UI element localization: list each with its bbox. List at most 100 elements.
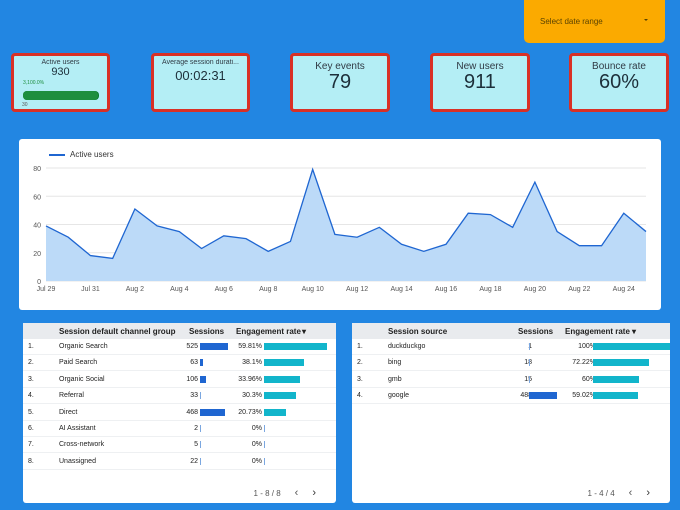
chevron-left-icon[interactable]: ‹: [294, 487, 299, 499]
table-row[interactable]: 4. Referral 33 30.3%: [23, 388, 336, 405]
sessions-bar: [200, 441, 201, 449]
x-tick-label: Aug 18: [479, 286, 501, 293]
table-row[interactable]: 7. Cross-network 5 0%: [23, 437, 336, 454]
kpi-key-events-value: 79: [328, 71, 352, 93]
row-engagement: 20.73%: [238, 408, 262, 416]
row-engagement: 59.02%: [572, 392, 596, 400]
row-index: 7.: [28, 441, 34, 449]
row-name: duckduckgo: [388, 343, 426, 350]
kpi-key-events-title: Key events: [315, 61, 365, 72]
header-sessions[interactable]: Sessions: [189, 327, 225, 336]
row-engagement: 0%: [251, 457, 262, 465]
row-engagement: 30.3%: [242, 392, 262, 400]
table-row[interactable]: 8. Unassigned 22 0%: [23, 454, 336, 470]
table-row[interactable]: 3. Organic Social 106 33.96%: [23, 372, 336, 388]
x-tick-label: Aug 6: [215, 286, 233, 293]
x-tick-label: Aug 4: [170, 286, 188, 293]
gauge-bar: [23, 91, 99, 100]
row-index: 8.: [28, 457, 34, 465]
row-index: 3.: [28, 375, 34, 383]
table-row[interactable]: 3. gmb 15 60%: [352, 372, 670, 388]
gauge-min-label: 30: [22, 102, 28, 108]
chart-legend[interactable]: Active users: [49, 150, 114, 159]
date-range-label: Select date range: [540, 17, 603, 26]
table-row[interactable]: 2. bing 18 72.22%: [352, 355, 670, 372]
engagement-bar: [264, 408, 286, 416]
row-sessions: 468: [186, 408, 198, 416]
engagement-bar: [264, 343, 327, 350]
row-engagement: 60%: [581, 375, 596, 383]
row-index: 2.: [357, 359, 363, 367]
chevron-right-icon[interactable]: ›: [646, 487, 650, 499]
engagement-bar: [264, 457, 265, 465]
engagement-bar: [264, 392, 296, 400]
row-engagement: 0%: [251, 441, 262, 449]
sessions-bar: [200, 392, 201, 400]
sort-desc-icon: ▾: [632, 327, 637, 336]
sessions-bar: [529, 392, 557, 400]
kpi-bounce-rate: Bounce rate 60%: [569, 53, 669, 112]
header-sessions[interactable]: Sessions: [518, 327, 554, 336]
active-users-chart[interactable]: 0 20 40 60 80 Jul 29 Jul 31 Aug 2 Aug 4 Aug 6 Aug …: [19, 139, 661, 310]
sessions-bar: [529, 359, 530, 367]
row-name: bing: [388, 359, 402, 367]
header-engagement[interactable]: Engagement rate: [565, 327, 630, 336]
engagement-bar: [264, 359, 305, 367]
kpi-active-users: Active users 930 3,100.0% 30: [11, 53, 110, 112]
table-row[interactable]: 2. Paid Search 63 38.1%: [23, 355, 336, 372]
row-sessions: 488: [520, 392, 532, 400]
header-channel[interactable]: Session default channel group: [59, 327, 176, 336]
x-tick-label: Aug 20: [524, 286, 546, 293]
chevron-right-icon[interactable]: ›: [312, 487, 316, 499]
y-tick-label: 60: [33, 194, 41, 201]
source-table-header: Session source Sessions Engagement rate …: [352, 323, 670, 339]
y-tick-label: 40: [33, 223, 41, 230]
x-tick-label: Aug 22: [568, 286, 590, 293]
gauge-max-label: 3,100.0%: [23, 80, 45, 86]
row-name: Unassigned: [59, 457, 96, 465]
row-engagement: 33.96%: [238, 375, 262, 383]
date-range-selector[interactable]: Select date range: [524, 0, 665, 43]
table-row[interactable]: 4. google 488 59.02%: [352, 388, 670, 405]
row-index: 3.: [357, 375, 363, 383]
table-row[interactable]: 6. AI Assistant 2 0%: [23, 421, 336, 437]
x-tick-label: Aug 10: [302, 286, 324, 293]
table-row[interactable]: 5. Direct 468 20.73%: [23, 405, 336, 421]
row-index: 5.: [28, 408, 34, 416]
row-engagement: 0%: [251, 425, 262, 432]
row-index: 6.: [28, 425, 34, 432]
table-row[interactable]: 1. duckduckgo 1 100%: [352, 339, 670, 355]
kpi-new-users: New users 911: [430, 53, 530, 112]
x-tick-label: Aug 12: [346, 286, 368, 293]
sessions-bar: [200, 375, 206, 383]
row-name: Direct: [59, 408, 78, 416]
source-pager-label: 1 - 4 / 4: [587, 488, 615, 498]
legend-label: Active users: [70, 150, 114, 159]
header-engagement[interactable]: Engagement rate: [236, 327, 301, 336]
sessions-bar: [529, 375, 530, 383]
chevron-left-icon[interactable]: ‹: [628, 487, 633, 499]
row-index: 1.: [28, 343, 34, 350]
y-tick-label: 80: [33, 166, 41, 173]
source-table: Session source Sessions Engagement rate …: [352, 323, 670, 503]
table-row[interactable]: 1. Organic Search 525 59.81%: [23, 339, 336, 355]
kpi-avg-session: Average session durati... 00:02:31: [151, 53, 250, 112]
x-tick-label: Aug 8: [259, 286, 277, 293]
sessions-bar: [200, 343, 228, 350]
caret-down-icon: [644, 19, 648, 21]
header-source[interactable]: Session source: [388, 327, 448, 336]
row-engagement: 100%: [578, 343, 596, 350]
x-tick-label: Aug 2: [126, 286, 144, 293]
row-index: 4.: [28, 392, 34, 400]
channel-table-header: Session default channel group Sessions E…: [23, 323, 336, 339]
row-name: Paid Search: [59, 359, 98, 367]
engagement-bar: [593, 392, 639, 400]
kpi-avg-session-value: 00:02:31: [175, 68, 226, 83]
row-engagement: 59.81%: [238, 343, 262, 350]
row-name: google: [388, 392, 410, 400]
row-sessions: 106: [186, 375, 198, 383]
kpi-new-users-value: 911: [464, 71, 496, 93]
kpi-bounce-rate-title: Bounce rate: [592, 61, 646, 72]
gauge-fill: [23, 91, 99, 100]
x-tick-label: Aug 14: [390, 286, 412, 293]
